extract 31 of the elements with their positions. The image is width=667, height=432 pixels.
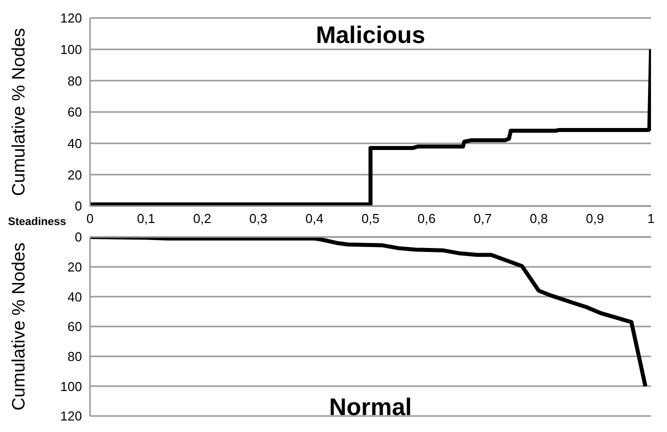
y-tick-label: 20 bbox=[68, 259, 82, 274]
y-tick-label: 80 bbox=[68, 348, 82, 364]
y-tick-label: 20 bbox=[68, 167, 82, 182]
x-tick-label: 0,6 bbox=[418, 211, 436, 226]
y-tick-label: 0 bbox=[74, 198, 82, 214]
y-tick-label: 100 bbox=[60, 378, 82, 394]
text: Normal bbox=[328, 394, 413, 422]
x-tick-label: 0,7 bbox=[474, 211, 492, 226]
y-axis-title: Cumulative % Nodes bbox=[8, 242, 28, 411]
y-tick-label: 40 bbox=[68, 289, 82, 304]
y-tick-label: 40 bbox=[68, 136, 82, 151]
x-tick-label: 0,1 bbox=[137, 211, 156, 226]
x-axis-title: Steadiness bbox=[8, 216, 66, 228]
y-tick-label: 60 bbox=[68, 104, 82, 120]
x-tick-label: 0,2 bbox=[193, 211, 212, 226]
chart-title: Malicious bbox=[314, 22, 426, 50]
y-tick-label: 0 bbox=[74, 230, 82, 245]
y-tick-label: 120 bbox=[60, 10, 82, 26]
y-tick-label: 80 bbox=[68, 73, 82, 88]
line-series bbox=[90, 237, 648, 388]
x-tick-label: 1 bbox=[647, 211, 655, 226]
x-tick-label: 0,4 bbox=[305, 211, 324, 226]
y-tick-label: 120 bbox=[60, 408, 82, 424]
y-tick-label: 60 bbox=[68, 319, 82, 334]
y-tick-label: 100 bbox=[60, 42, 82, 57]
y-axis-title: Cumulative % Nodes bbox=[8, 28, 28, 196]
x-tick-label: 0,3 bbox=[249, 211, 268, 226]
x-tick-label: 0,9 bbox=[586, 211, 604, 226]
x-tick-label: 0,8 bbox=[530, 211, 548, 226]
x-tick-label: 0 bbox=[86, 211, 94, 226]
x-tick-label: 0,5 bbox=[361, 211, 380, 226]
